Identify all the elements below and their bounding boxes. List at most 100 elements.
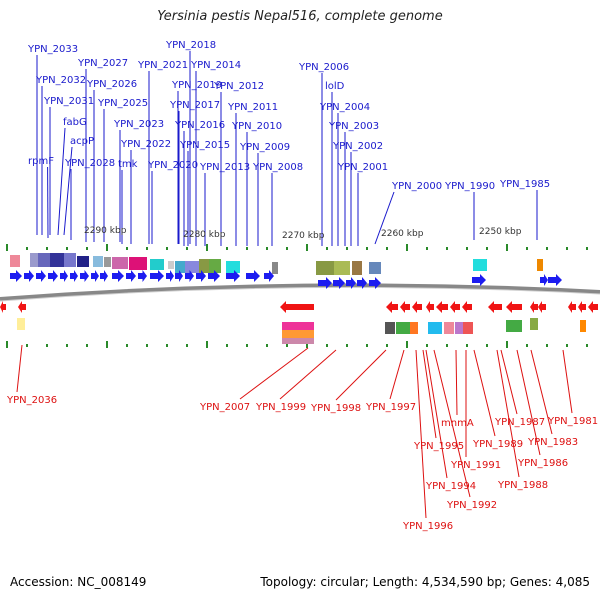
gene-label-ypn-1996: YPN_1996 bbox=[402, 521, 453, 532]
feature-block bbox=[385, 322, 395, 334]
genome-backbone-shadow bbox=[0, 286, 600, 302]
reverse-gene-arrow bbox=[450, 301, 460, 313]
gene-label-ypn-2003: YPN_2003 bbox=[328, 121, 379, 132]
forward-gene-arrow bbox=[548, 274, 562, 286]
scale-tick bbox=[426, 344, 428, 347]
scale-tick bbox=[46, 344, 48, 347]
forward-gene-arrow bbox=[70, 270, 78, 282]
feature-block bbox=[282, 322, 314, 330]
forward-gene-arrow bbox=[369, 277, 381, 289]
feature-block bbox=[199, 259, 209, 273]
scale-tick bbox=[366, 344, 368, 347]
gene-label-ypn-1988: YPN_1988 bbox=[497, 480, 548, 491]
gene-label-ypn-2018: YPN_2018 bbox=[165, 40, 216, 51]
feature-block bbox=[316, 261, 334, 275]
scale-tick bbox=[486, 344, 488, 347]
scale-tick bbox=[206, 341, 208, 348]
reverse-gene-arrow bbox=[386, 301, 398, 313]
gene-label-leader bbox=[16, 344, 23, 393]
scale-tick bbox=[46, 247, 48, 250]
forward-gene-arrow bbox=[540, 274, 548, 286]
scale-tick bbox=[326, 247, 328, 250]
gene-label-ypn-1985: YPN_1985 bbox=[499, 179, 550, 190]
forward-gene-arrow bbox=[80, 270, 89, 282]
feature-block bbox=[473, 259, 487, 271]
scale-tick bbox=[246, 344, 248, 347]
scale-tick bbox=[26, 247, 28, 250]
feature-block bbox=[580, 320, 586, 332]
scale-tick bbox=[486, 247, 488, 250]
forward-gene-arrow bbox=[138, 270, 147, 282]
scale-tick bbox=[6, 244, 8, 251]
gene-label-ypn-1987: YPN_1987 bbox=[494, 417, 545, 428]
gene-label-leader bbox=[374, 191, 395, 245]
scale-tick bbox=[306, 341, 308, 348]
gene-label-ypn-1994: YPN_1994 bbox=[425, 481, 476, 492]
gene-label-leader bbox=[415, 349, 427, 519]
gene-label-ypn-1998: YPN_1998 bbox=[310, 403, 361, 414]
scale-tick bbox=[146, 247, 148, 250]
gene-label-ypn-2004: YPN_2004 bbox=[319, 102, 370, 113]
scale-tick bbox=[126, 344, 128, 347]
gene-label-ypn-2012: YPN_2012 bbox=[213, 81, 264, 92]
genome-title: Yersinia pestis Nepal516, complete genom… bbox=[157, 9, 443, 24]
reverse-gene-arrow bbox=[588, 301, 598, 313]
scale-tick bbox=[166, 247, 168, 250]
scale-tick bbox=[226, 247, 228, 250]
scale-tick bbox=[206, 244, 208, 251]
feature-block bbox=[175, 261, 185, 273]
scale-tick bbox=[446, 344, 448, 347]
reverse-gene-arrow bbox=[506, 301, 522, 313]
feature-block bbox=[410, 322, 418, 334]
gene-label-leader bbox=[422, 349, 437, 439]
feature-block bbox=[64, 253, 76, 267]
feature-block bbox=[10, 255, 20, 267]
gene-label-lold: lolD bbox=[325, 81, 345, 92]
feature-block bbox=[209, 259, 221, 273]
gene-label-ypn-2002: YPN_2002 bbox=[332, 141, 383, 152]
feature-block bbox=[104, 257, 111, 267]
scale-tick bbox=[526, 344, 528, 347]
gene-label-ypn-2017: YPN_2017 bbox=[169, 100, 220, 111]
gene-label-ypn-2019: YPN_2019 bbox=[171, 80, 222, 91]
scale-tick bbox=[106, 244, 108, 251]
forward-gene-arrow bbox=[226, 270, 240, 282]
gene-label-leader bbox=[455, 349, 458, 416]
forward-gene-arrow bbox=[36, 270, 46, 282]
gene-label-leader bbox=[496, 349, 520, 478]
feature-block bbox=[30, 253, 38, 267]
scale-tick bbox=[586, 247, 588, 250]
scale-tick bbox=[226, 344, 228, 347]
gene-label-leader bbox=[279, 349, 337, 400]
gene-label-ypn-2006: YPN_2006 bbox=[298, 62, 349, 73]
scale-label: 2280 kbp bbox=[183, 230, 226, 240]
gene-label-leader bbox=[530, 349, 553, 435]
forward-gene-arrow bbox=[357, 277, 367, 289]
reverse-gene-arrow bbox=[488, 301, 502, 313]
gene-label-ypn-1981: YPN_1981 bbox=[547, 416, 598, 427]
scale-tick bbox=[346, 247, 348, 250]
scale-tick bbox=[266, 247, 268, 250]
gene-label-leader bbox=[425, 349, 448, 479]
forward-gene-arrow bbox=[185, 270, 194, 282]
gene-label-ypn-2000: YPN_2000 bbox=[391, 181, 442, 192]
scale-label: 2260 kbp bbox=[381, 229, 424, 239]
scale-tick bbox=[286, 344, 288, 347]
reverse-gene-arrow bbox=[18, 301, 26, 313]
forward-gene-arrow bbox=[333, 277, 345, 289]
gene-label-ypn-2015: YPN_2015 bbox=[179, 140, 230, 151]
forward-gene-arrow bbox=[264, 270, 274, 282]
gene-label-tmk: tmk bbox=[118, 159, 138, 170]
forward-gene-arrow bbox=[166, 270, 174, 282]
gene-label-ypn-2008: YPN_2008 bbox=[252, 162, 303, 173]
scale-tick bbox=[86, 247, 88, 250]
scale-tick bbox=[186, 247, 188, 250]
gene-label-fabg: fabG bbox=[63, 117, 87, 128]
gene-label-ypn-1995: YPN_1995 bbox=[413, 441, 464, 452]
scale-tick bbox=[326, 344, 328, 347]
scale-tick bbox=[466, 344, 468, 347]
gene-label-leader bbox=[500, 349, 518, 415]
reverse-gene-arrow bbox=[568, 301, 576, 313]
scale-tick bbox=[266, 344, 268, 347]
